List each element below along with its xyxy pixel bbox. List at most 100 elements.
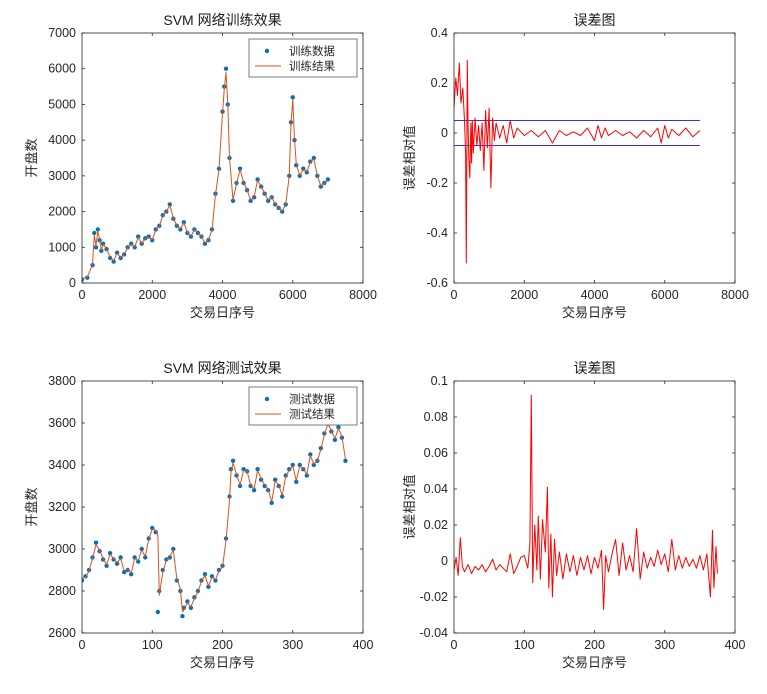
test-error-chart: 误差图 0 100 200 300 400 -0.04 -0.02 0 0.02 0.04 0.06 0… <box>402 360 745 671</box>
test-error-ylabel: 误差相对值 <box>402 474 418 539</box>
data-point <box>95 227 101 232</box>
data-point <box>118 555 123 560</box>
y-tick-label: 3800 <box>48 374 76 388</box>
legend-entry: 测试结果 <box>289 407 335 421</box>
x-tick-label: 4000 <box>581 288 609 302</box>
y-tick-label: 2000 <box>48 205 76 219</box>
x-tick-label: 4000 <box>209 288 237 302</box>
data-point <box>93 245 99 250</box>
data-point <box>167 202 173 207</box>
y-tick-label: -0.6 <box>426 276 448 290</box>
data-point <box>206 584 211 589</box>
data-point <box>255 177 260 182</box>
train-fit-ylabel: 开盘数 <box>24 138 40 177</box>
test-fit-chart: SVM 网络测试效果 0 100 200 300 400 2600 2800 3000 3200 3… <box>24 360 373 671</box>
data-point <box>104 563 109 568</box>
data-point <box>290 95 295 100</box>
x-tick-label: 300 <box>282 638 303 652</box>
train-fit-xlabel: 交易日序号 <box>190 305 255 321</box>
data-point <box>297 462 302 468</box>
data-point <box>171 546 176 552</box>
legend-entry: 训练数据 <box>289 44 335 58</box>
data-point <box>336 425 341 430</box>
legend-box <box>248 38 358 78</box>
data-point <box>304 473 309 478</box>
data-point <box>272 477 278 482</box>
data-point <box>209 574 215 579</box>
x-tick-label: 300 <box>654 638 675 652</box>
x-tick-label: 8000 <box>721 288 749 302</box>
x-tick-label: 100 <box>514 638 535 652</box>
data-point <box>100 241 106 246</box>
data-point <box>290 462 295 468</box>
legend-box <box>248 386 358 426</box>
data-point <box>114 561 120 566</box>
y-tick-label: 4000 <box>48 133 76 147</box>
y-tick-label: 1000 <box>48 240 76 254</box>
data-point <box>262 483 267 489</box>
x-tick-label: 6000 <box>651 288 679 302</box>
train-fit-axes-frame <box>81 32 364 284</box>
data-point <box>251 488 257 493</box>
data-point <box>82 578 85 583</box>
data-point <box>202 572 208 577</box>
train-error-plot-area <box>454 60 701 264</box>
data-point <box>167 555 173 560</box>
x-tick-label: 0 <box>79 288 86 302</box>
y-tick-label: 0 <box>69 276 76 290</box>
y-tick-label: -0.2 <box>426 176 448 190</box>
x-tick-label: 200 <box>212 638 233 652</box>
data-point <box>132 555 137 560</box>
data-point <box>269 500 274 505</box>
test-error-plot-area <box>454 394 718 611</box>
train-error-ylabel: 误差相对值 <box>402 125 418 190</box>
data-point <box>237 166 243 171</box>
x-tick-label: 100 <box>142 638 163 652</box>
y-tick-label: 0 <box>441 554 448 568</box>
y-tick-label: 0.08 <box>424 410 448 424</box>
data-point <box>92 230 97 236</box>
train-error-chart: 误差图 0 2000 4000 6000 8000 -0.6 -0.4 -0.2 0 0.2 0.4 交… <box>402 12 749 321</box>
test-fit-ylabel: 开盘数 <box>24 487 40 526</box>
y-tick-label: 2600 <box>48 626 76 640</box>
data-point <box>155 609 161 615</box>
y-tick-label: 0.4 <box>431 26 448 40</box>
data-point <box>121 569 127 575</box>
x-tick-label: 6000 <box>279 288 307 302</box>
x-tick-label: 200 <box>584 638 605 652</box>
data-point <box>332 437 338 442</box>
y-tick-label: 3000 <box>48 169 76 183</box>
data-point <box>308 452 313 457</box>
y-tick-label: 3400 <box>48 458 76 472</box>
data-point <box>287 467 292 472</box>
data-point <box>111 557 116 562</box>
data-point <box>136 559 141 564</box>
legend-entry: 测试数据 <box>289 392 335 406</box>
x-tick-label: 0 <box>79 638 86 652</box>
data-point <box>311 462 317 468</box>
y-tick-label: 5000 <box>48 97 76 111</box>
series-line-error <box>454 394 718 611</box>
x-tick-label: 0 <box>451 638 458 652</box>
test-error-axes-frame <box>453 380 736 634</box>
data-point <box>280 494 285 499</box>
test-error-xlabel: 交易日序号 <box>562 655 627 671</box>
y-tick-label: 3200 <box>48 500 76 514</box>
y-tick-label: 6000 <box>48 62 76 76</box>
data-point <box>248 483 253 489</box>
train-error-xlabel: 交易日序号 <box>562 305 627 321</box>
data-point <box>230 198 236 204</box>
y-tick-label: 0 <box>441 126 448 140</box>
y-tick-label: 3000 <box>48 542 76 556</box>
test-fit-title: SVM 网络测试效果 <box>163 360 281 376</box>
data-point <box>164 557 169 562</box>
legend-marker <box>264 48 270 54</box>
test-error-title: 误差图 <box>574 360 616 376</box>
y-tick-label: 0.06 <box>424 446 448 460</box>
legend-marker <box>264 396 270 402</box>
data-point <box>99 248 104 254</box>
y-tick-label: -0.04 <box>420 626 449 640</box>
data-point <box>128 572 134 577</box>
